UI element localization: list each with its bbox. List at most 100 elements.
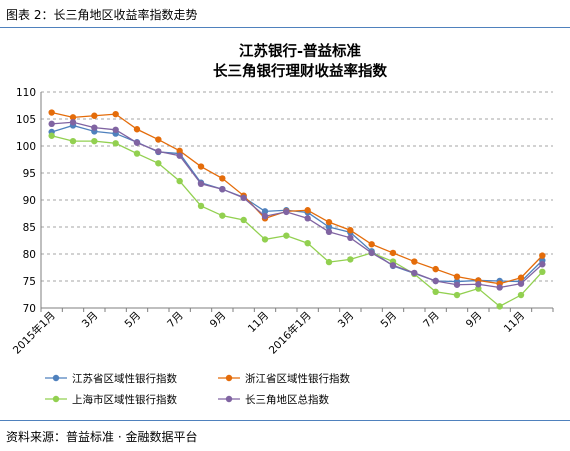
x-tick-label: 2016年1月	[266, 309, 314, 357]
data-point	[347, 256, 354, 263]
data-point	[176, 177, 183, 185]
y-tick-label: 85	[23, 222, 36, 234]
legend-item: 江苏省区域性银行指数	[45, 372, 177, 385]
x-tick-label: 3月	[80, 310, 101, 331]
x-tick-label: 7月	[421, 310, 442, 331]
figure-caption: 图表 2：长三角地区收益率指数走势	[6, 8, 198, 22]
y-tick-label: 105	[16, 114, 36, 126]
data-point	[197, 202, 205, 210]
data-point	[91, 124, 98, 131]
data-point	[539, 261, 546, 268]
bottom-divider	[0, 420, 570, 421]
x-tick-label: 3月	[336, 310, 357, 331]
legend-label: 江苏省区域性银行指数	[72, 372, 177, 385]
data-point	[283, 232, 290, 239]
data-point	[304, 240, 311, 247]
y-tick-label: 90	[23, 195, 36, 207]
data-point	[389, 249, 397, 257]
x-tick-label: 9月	[464, 310, 485, 331]
data-point	[112, 140, 119, 147]
data-point	[133, 150, 141, 157]
data-point	[368, 241, 375, 248]
series-3	[48, 132, 546, 310]
data-point	[325, 228, 333, 236]
data-point	[155, 148, 162, 155]
y-tick-label: 70	[23, 303, 36, 315]
legend-swatch-marker	[52, 395, 60, 403]
data-point	[112, 110, 119, 118]
data-point	[325, 258, 333, 266]
data-point	[133, 139, 141, 146]
legend-label: 上海市区域性银行指数	[72, 393, 177, 406]
legend-item: 长三角地区总指数	[218, 393, 329, 406]
data-point	[155, 160, 162, 167]
x-tick-label: 5月	[378, 310, 399, 331]
y-tick-label: 75	[23, 276, 36, 288]
y-tick-label: 100	[16, 141, 36, 153]
y-tick-label: 95	[23, 168, 36, 180]
data-point	[219, 186, 226, 193]
data-point	[112, 126, 119, 133]
data-point	[347, 227, 354, 234]
data-point	[496, 284, 503, 291]
data-point	[453, 291, 461, 299]
data-point	[240, 194, 247, 202]
data-point	[539, 268, 546, 276]
series-line	[51, 135, 543, 308]
x-tick-label: 11月	[502, 310, 527, 335]
data-point	[219, 212, 226, 219]
legend-swatch-marker	[225, 395, 233, 403]
series-line	[51, 121, 543, 289]
data-point	[432, 265, 439, 273]
series-line	[51, 124, 543, 283]
axes	[40, 92, 554, 312]
data-point	[69, 119, 77, 126]
data-point	[496, 303, 503, 310]
legend-swatch-marker	[225, 374, 233, 382]
data-point	[411, 269, 418, 277]
data-point	[69, 137, 77, 145]
x-tick-label: 2015年1月	[10, 309, 58, 357]
source-note: 资料来源：普益标准 · 金融数据平台	[6, 430, 198, 444]
data-point	[325, 218, 333, 226]
data-point	[539, 252, 546, 259]
chart-title-line-2: 长三角银行理财收益率指数	[213, 62, 387, 80]
data-point	[197, 180, 205, 187]
y-tick-label: 110	[16, 87, 36, 99]
data-point	[91, 137, 98, 145]
top-divider	[0, 27, 570, 28]
data-point	[517, 291, 525, 299]
data-point	[261, 236, 269, 243]
data-point	[304, 215, 311, 222]
data-point	[475, 281, 482, 288]
legend-item: 浙江省区域性银行指数	[218, 372, 350, 385]
data-point	[48, 120, 55, 128]
chart-title-line-1: 江苏银行-普益标准	[239, 42, 362, 60]
data-point	[325, 223, 333, 231]
data-point	[133, 126, 141, 133]
data-point	[197, 163, 205, 170]
data-point	[432, 277, 439, 285]
data-point	[219, 175, 226, 182]
data-point	[347, 234, 354, 241]
data-point	[91, 112, 98, 119]
data-point	[240, 216, 247, 224]
legend-label: 浙江省区域性银行指数	[245, 372, 350, 385]
data-point	[517, 274, 525, 281]
data-point	[48, 109, 55, 116]
x-tick-label: 5月	[122, 310, 143, 331]
y-axis-ticks: 70 75 80 85 90 95 100 105 110	[16, 87, 36, 315]
legend-label: 长三角地区总指数	[245, 393, 329, 406]
data-point	[176, 152, 183, 159]
data-point	[411, 258, 418, 265]
data-point	[389, 262, 397, 269]
legend-item: 上海市区域性银行指数	[45, 393, 177, 406]
legend-swatch-marker	[52, 374, 60, 382]
gridlines	[41, 91, 553, 282]
data-point	[517, 280, 525, 287]
series-lines	[48, 109, 546, 310]
data-point	[453, 273, 461, 280]
data-point	[368, 249, 375, 257]
